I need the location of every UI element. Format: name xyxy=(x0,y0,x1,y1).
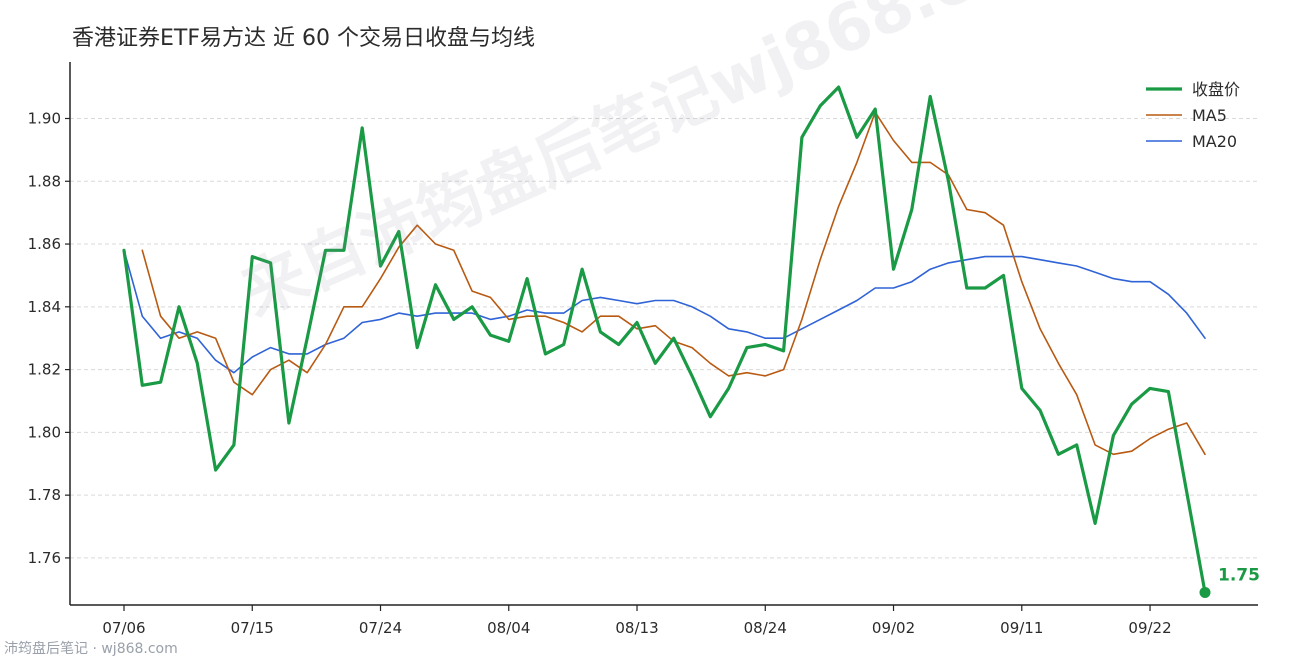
series-line-close xyxy=(122,85,1207,595)
x-tick-label: 09/22 xyxy=(1128,619,1171,637)
y-tick-label: 1.90 xyxy=(28,109,61,127)
y-tick-label: 1.86 xyxy=(28,235,61,253)
legend-label: MA5 xyxy=(1192,106,1227,125)
x-tick-label: 07/06 xyxy=(102,619,145,637)
chart-title: 香港证券ETF易方达 近 60 个交易日收盘与均线 xyxy=(72,26,535,51)
y-tick-label: 1.80 xyxy=(28,423,61,441)
y-tick-label: 1.84 xyxy=(28,298,61,316)
legend-label: 收盘价 xyxy=(1192,80,1240,99)
x-tick-label: 07/15 xyxy=(231,619,274,637)
y-tick-label: 1.78 xyxy=(28,486,61,504)
y-tick-label: 1.88 xyxy=(28,172,61,190)
x-tick-label: 08/24 xyxy=(744,619,787,637)
x-tick-label: 08/04 xyxy=(487,619,530,637)
last-close-point xyxy=(1199,586,1211,598)
x-tick-label: 08/13 xyxy=(615,619,658,637)
y-tick-label: 1.82 xyxy=(28,361,61,379)
x-tick-label: 09/11 xyxy=(1000,619,1043,637)
last-close-label: 1.75 xyxy=(1218,565,1260,585)
footer-credit: 沛筠盘后笔记 · wj868.com xyxy=(4,641,178,657)
x-tick-label: 07/24 xyxy=(359,619,402,637)
legend-label: MA20 xyxy=(1192,132,1237,151)
x-tick-label: 09/02 xyxy=(872,619,915,637)
y-tick-label: 1.76 xyxy=(28,549,61,567)
